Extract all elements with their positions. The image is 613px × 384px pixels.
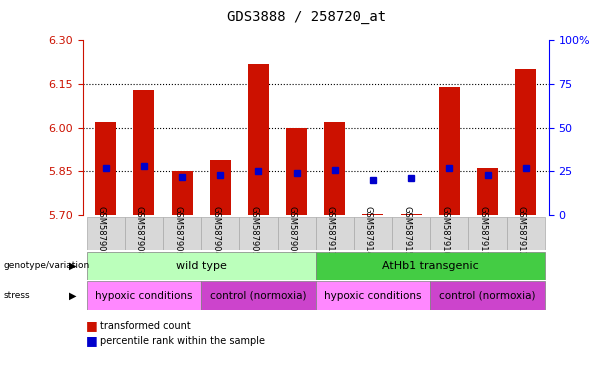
Text: GSM587912: GSM587912 bbox=[517, 206, 526, 257]
Bar bbox=[468, 217, 506, 250]
Bar bbox=[95, 122, 116, 215]
Text: percentile rank within the sample: percentile rank within the sample bbox=[100, 336, 265, 346]
Bar bbox=[401, 214, 422, 215]
Text: GSM587914: GSM587914 bbox=[364, 206, 373, 257]
Text: control (normoxia): control (normoxia) bbox=[210, 291, 306, 301]
Text: ■: ■ bbox=[86, 319, 97, 332]
Bar bbox=[316, 281, 430, 310]
Text: GSM587906: GSM587906 bbox=[287, 206, 297, 257]
Text: GSM587907: GSM587907 bbox=[97, 206, 105, 257]
Bar bbox=[86, 252, 316, 280]
Bar bbox=[430, 281, 545, 310]
Bar bbox=[86, 281, 201, 310]
Bar bbox=[316, 217, 354, 250]
Text: control (normoxia): control (normoxia) bbox=[440, 291, 536, 301]
Bar bbox=[316, 252, 545, 280]
Text: transformed count: transformed count bbox=[100, 321, 191, 331]
Bar bbox=[477, 169, 498, 215]
Text: GSM587911: GSM587911 bbox=[479, 206, 487, 257]
Bar bbox=[392, 217, 430, 250]
Bar bbox=[134, 90, 154, 215]
Bar bbox=[515, 70, 536, 215]
Text: GSM587904: GSM587904 bbox=[211, 206, 220, 257]
Text: GSM587910: GSM587910 bbox=[440, 206, 449, 257]
Text: GSM587905: GSM587905 bbox=[249, 206, 259, 257]
Bar bbox=[286, 127, 307, 215]
Text: GSM587913: GSM587913 bbox=[326, 206, 335, 257]
Bar bbox=[324, 122, 345, 215]
Text: wild type: wild type bbox=[176, 261, 227, 271]
Text: genotype/variation: genotype/variation bbox=[3, 262, 89, 270]
Bar bbox=[86, 217, 125, 250]
Text: GSM587909: GSM587909 bbox=[173, 206, 182, 257]
Text: GSM587915: GSM587915 bbox=[402, 206, 411, 257]
Bar bbox=[278, 217, 316, 250]
Bar bbox=[248, 64, 269, 215]
Text: ▶: ▶ bbox=[69, 291, 77, 301]
Bar bbox=[362, 214, 384, 215]
Bar bbox=[439, 87, 460, 215]
Text: hypoxic conditions: hypoxic conditions bbox=[324, 291, 422, 301]
Bar bbox=[125, 217, 163, 250]
Bar bbox=[354, 217, 392, 250]
Text: AtHb1 transgenic: AtHb1 transgenic bbox=[382, 261, 479, 271]
Bar bbox=[172, 171, 192, 215]
Text: ■: ■ bbox=[86, 334, 97, 348]
Text: GSM587908: GSM587908 bbox=[135, 206, 144, 257]
Bar bbox=[163, 217, 201, 250]
Text: stress: stress bbox=[3, 291, 29, 300]
Bar bbox=[201, 281, 316, 310]
Bar bbox=[201, 217, 239, 250]
Bar bbox=[506, 217, 545, 250]
Bar bbox=[430, 217, 468, 250]
Text: GDS3888 / 258720_at: GDS3888 / 258720_at bbox=[227, 10, 386, 24]
Bar bbox=[239, 217, 278, 250]
Text: hypoxic conditions: hypoxic conditions bbox=[95, 291, 192, 301]
Text: ▶: ▶ bbox=[69, 261, 77, 271]
Bar bbox=[210, 160, 230, 215]
